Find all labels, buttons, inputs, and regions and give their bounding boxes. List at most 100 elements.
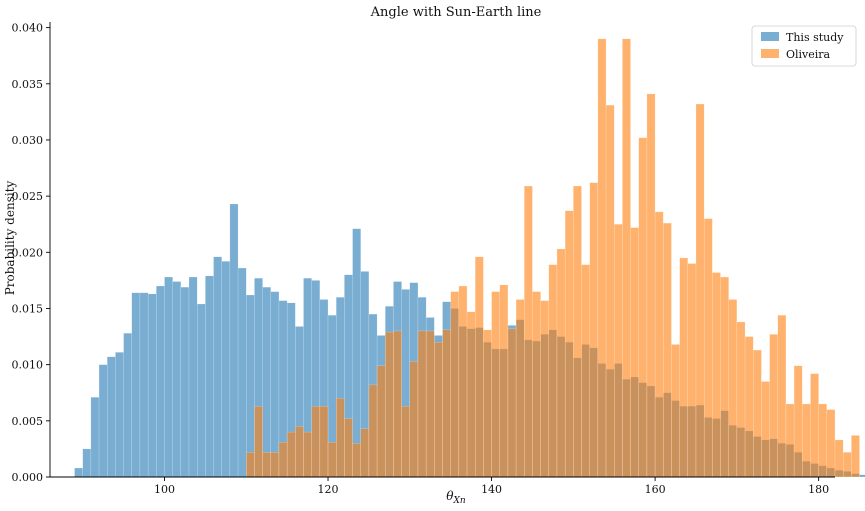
bar-oliveira-44 bbox=[605, 104, 615, 478]
y-tick-label-4: 0.020 bbox=[12, 246, 44, 259]
bar-oliveira-53 bbox=[679, 257, 689, 478]
bar-oliveira-49 bbox=[646, 93, 656, 478]
bar-this-study-0 bbox=[74, 467, 83, 478]
bar-oliveira-8 bbox=[311, 406, 321, 478]
bar-this-study-16 bbox=[205, 275, 214, 478]
bar-oliveira-29 bbox=[483, 329, 492, 478]
bar-this-study-19 bbox=[229, 203, 239, 478]
y-tick-label-2: 0.010 bbox=[12, 359, 44, 372]
x-axis-label: θXn bbox=[446, 489, 466, 506]
bar-this-study-7 bbox=[131, 292, 141, 478]
bar-oliveira-70 bbox=[818, 403, 828, 478]
bar-this-study-1 bbox=[82, 448, 92, 478]
bar-oliveira-43 bbox=[597, 38, 607, 478]
legend-swatch-oliveira bbox=[761, 49, 779, 58]
legend: This study Oliveira bbox=[751, 25, 857, 67]
bar-this-study-24 bbox=[270, 291, 280, 478]
chart-title: Angle with Sun-Earth line bbox=[370, 5, 542, 20]
bar-oliveira-58 bbox=[720, 276, 729, 478]
bar-oliveira-60 bbox=[736, 321, 746, 478]
bar-oliveira-51 bbox=[663, 222, 672, 478]
bar-this-study-6 bbox=[123, 333, 132, 478]
bar-oliveira-68 bbox=[802, 403, 811, 478]
x-tick-label-140: 140 bbox=[481, 483, 502, 496]
bar-oliveira-17 bbox=[385, 331, 394, 478]
bar-oliveira-52 bbox=[671, 344, 680, 478]
bar-oliveira-14 bbox=[360, 428, 370, 478]
bar-oliveira-4 bbox=[278, 441, 288, 478]
x-tick-label-100: 100 bbox=[154, 483, 175, 496]
legend-swatch-this-study bbox=[761, 32, 779, 41]
bar-oliveira-64 bbox=[769, 334, 778, 478]
bar-oliveira-15 bbox=[368, 384, 378, 478]
bar-oliveira-3 bbox=[270, 452, 280, 478]
y-tick-label-1: 0.005 bbox=[12, 415, 44, 428]
bar-oliveira-54 bbox=[687, 263, 697, 478]
bar-oliveira-26 bbox=[458, 285, 468, 478]
bars-oliveira bbox=[246, 38, 860, 478]
bar-oliveira-46 bbox=[622, 38, 631, 478]
bar-oliveira-13 bbox=[352, 443, 361, 478]
bar-oliveira-2 bbox=[262, 452, 271, 478]
bar-oliveira-18 bbox=[393, 330, 402, 478]
bar-oliveira-22 bbox=[425, 330, 435, 478]
y-tick-label-0: 0.000 bbox=[12, 471, 44, 484]
bar-oliveira-74 bbox=[851, 435, 860, 478]
bar-oliveira-66 bbox=[785, 403, 795, 478]
bar-oliveira-47 bbox=[630, 227, 639, 478]
bar-oliveira-50 bbox=[654, 211, 664, 478]
bar-this-study-9 bbox=[147, 293, 157, 478]
bar-oliveira-20 bbox=[409, 361, 419, 478]
bar-this-study-18 bbox=[221, 261, 231, 478]
bar-oliveira-40 bbox=[573, 185, 582, 478]
bar-oliveira-32 bbox=[507, 328, 517, 478]
bar-oliveira-48 bbox=[638, 137, 648, 478]
bar-oliveira-57 bbox=[712, 272, 721, 478]
bar-oliveira-33 bbox=[515, 299, 525, 478]
bar-oliveira-23 bbox=[434, 341, 443, 478]
bar-this-study-21 bbox=[246, 294, 255, 478]
legend-label-oliveira: Oliveira bbox=[786, 48, 831, 61]
y-axis-label: Probability density bbox=[3, 180, 17, 295]
x-tick-label-180: 180 bbox=[808, 483, 829, 496]
plot-area bbox=[74, 38, 865, 478]
bar-this-study-14 bbox=[188, 276, 198, 478]
y-tick-label-6: 0.030 bbox=[12, 134, 44, 147]
bar-oliveira-61 bbox=[744, 336, 754, 478]
y-ticks: 0.000 0.005 0.010 0.015 0.020 0.025 0.030 0.035… bbox=[12, 22, 50, 484]
bar-oliveira-11 bbox=[336, 398, 345, 478]
bar-oliveira-73 bbox=[842, 452, 852, 478]
bar-oliveira-38 bbox=[556, 248, 566, 478]
bar-this-study-13 bbox=[180, 286, 190, 478]
bar-oliveira-55 bbox=[695, 103, 705, 478]
bar-oliveira-42 bbox=[589, 182, 599, 478]
bar-oliveira-34 bbox=[524, 185, 533, 478]
bar-this-study-12 bbox=[172, 281, 182, 478]
bar-this-study-20 bbox=[237, 267, 247, 478]
bar-oliveira-72 bbox=[834, 439, 844, 478]
x-tick-label-120: 120 bbox=[318, 483, 339, 496]
bar-oliveira-30 bbox=[491, 291, 500, 478]
bar-oliveira-19 bbox=[401, 406, 410, 478]
bar-oliveira-69 bbox=[810, 373, 819, 478]
bar-this-study-23 bbox=[262, 286, 271, 478]
bar-oliveira-39 bbox=[564, 210, 574, 478]
bar-oliveira-63 bbox=[761, 381, 770, 478]
y-tick-label-5: 0.025 bbox=[12, 190, 44, 203]
bar-oliveira-9 bbox=[319, 406, 329, 478]
bar-oliveira-27 bbox=[466, 311, 476, 478]
y-tick-label-8: 0.040 bbox=[12, 22, 44, 35]
bar-oliveira-16 bbox=[376, 365, 386, 478]
bar-oliveira-35 bbox=[532, 291, 541, 478]
bar-this-study-96 bbox=[859, 474, 865, 478]
bar-oliveira-62 bbox=[753, 349, 762, 478]
bar-oliveira-71 bbox=[826, 409, 836, 478]
bar-this-study-11 bbox=[164, 276, 173, 478]
bar-oliveira-41 bbox=[581, 264, 590, 478]
bar-oliveira-56 bbox=[703, 218, 713, 478]
bar-oliveira-5 bbox=[286, 431, 296, 478]
bar-oliveira-21 bbox=[417, 330, 427, 478]
bar-oliveira-59 bbox=[728, 299, 738, 478]
y-tick-label-3: 0.015 bbox=[12, 302, 44, 315]
